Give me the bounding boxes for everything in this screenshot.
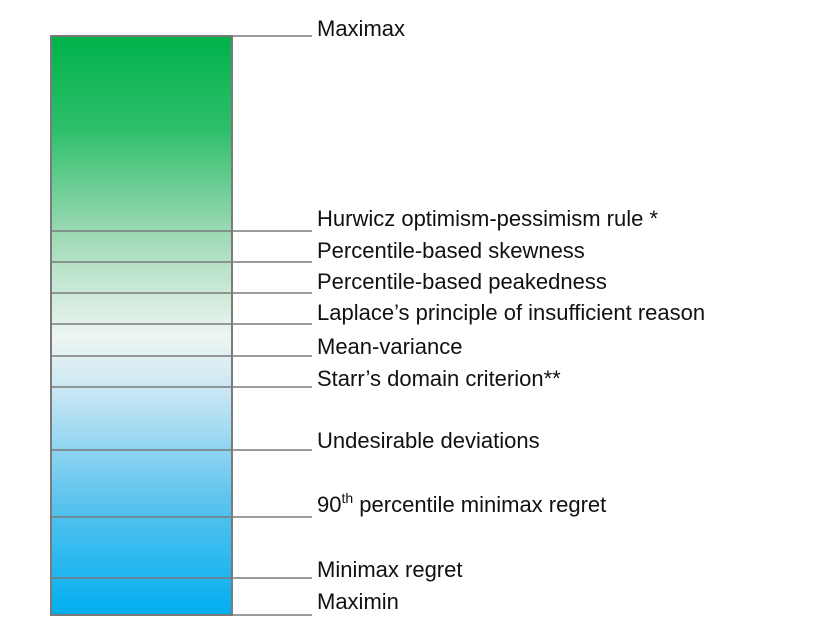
criterion-label: Mean-variance (317, 334, 463, 359)
criterion-label: Laplace’s principle of insufficient reas… (317, 300, 705, 325)
criterion-label: Minimax regret (317, 557, 462, 582)
criterion-label: Undesirable deviations (317, 428, 540, 453)
leader-lines (232, 35, 312, 616)
criterion-label: Percentile-based peakedness (317, 269, 607, 294)
scale-dividers (51, 230, 232, 579)
criterion-label: Starr’s domain criterion** (317, 366, 561, 391)
criterion-label: Hurwicz optimism-pessimism rule * (317, 206, 658, 231)
criterion-label: 90th percentile minimax regret (317, 490, 606, 517)
criterion-label: Maximax (317, 16, 405, 41)
criterion-label: Percentile-based skewness (317, 238, 585, 263)
criteria-labels: Maximax Hurwicz optimism-pessimism rule *… (317, 16, 705, 614)
criterion-label: Maximin (317, 589, 399, 614)
gradient-scale-bar (50, 35, 233, 616)
